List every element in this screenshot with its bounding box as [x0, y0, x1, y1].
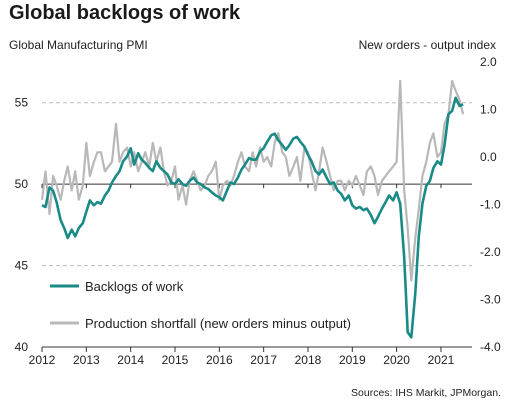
- source-note: Sources: IHS Markit, JPMorgan.: [351, 387, 501, 399]
- right-tick-label: 0.0: [480, 150, 497, 164]
- right-tick-label: -4.0: [480, 340, 501, 354]
- x-tick-label: 2020: [383, 353, 410, 367]
- x-tick-label: 2018: [295, 353, 322, 367]
- series-line-production-shortfall: [40, 79, 465, 282]
- left-axis-title: Global Manufacturing PMI: [9, 38, 148, 52]
- right-tick-label: 2.0: [480, 55, 497, 69]
- right-tick-label: -1.0: [480, 198, 501, 212]
- chart-title: Global backlogs of work: [9, 2, 241, 24]
- x-tick-label: 2021: [428, 353, 455, 367]
- left-tick-label: 40: [15, 340, 29, 354]
- series-line-backlogs: [41, 96, 464, 339]
- x-tick-label: 2017: [250, 353, 277, 367]
- legend-label: Backlogs of work: [85, 279, 184, 294]
- legend-label: Production shortfall (new orders minus o…: [85, 316, 351, 331]
- right-tick-label: -2.0: [480, 245, 501, 259]
- left-tick-label: 50: [15, 177, 29, 191]
- x-tick-label: 2019: [339, 353, 366, 367]
- x-tick-label: 2016: [206, 353, 233, 367]
- left-tick-label: 45: [15, 259, 29, 273]
- right-tick-label: -3.0: [480, 293, 501, 307]
- x-tick-label: 2015: [162, 353, 189, 367]
- left-tick-label: 55: [15, 96, 29, 110]
- right-tick-label: 1.0: [480, 103, 497, 117]
- right-axis-title: New orders - output index: [358, 38, 496, 52]
- x-tick-label: 2014: [117, 353, 144, 367]
- x-tick-label: 2012: [29, 353, 56, 367]
- x-tick-label: 2013: [73, 353, 100, 367]
